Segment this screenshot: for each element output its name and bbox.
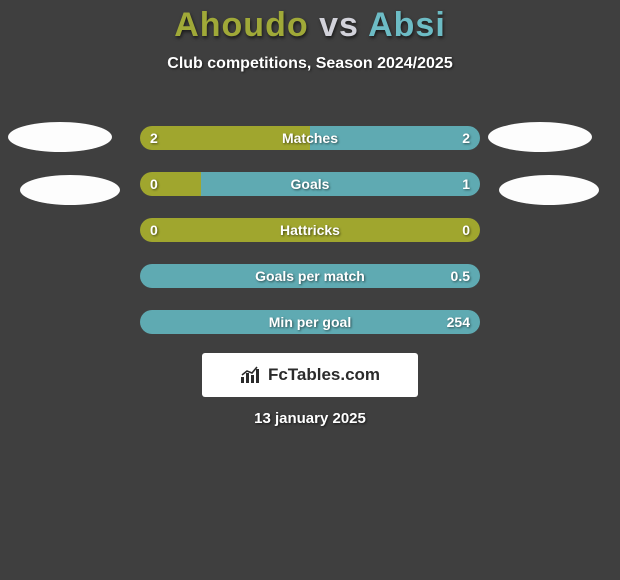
vs-text: vs bbox=[319, 6, 359, 44]
date-text: 13 january 2025 bbox=[0, 410, 620, 427]
stat-bar: 254Min per goal bbox=[140, 310, 480, 334]
stat-value-left bbox=[140, 310, 160, 334]
stat-bar: 00Hattricks bbox=[140, 218, 480, 242]
stat-bar: 0.5Goals per match bbox=[140, 264, 480, 288]
stat-value-right: 254 bbox=[437, 310, 480, 334]
brand-text: FcTables.com bbox=[268, 365, 380, 385]
page-title: Ahoudo vs Absi bbox=[0, 0, 620, 45]
player-b-name: Absi bbox=[368, 6, 446, 44]
stat-bar: 22Matches bbox=[140, 126, 480, 150]
player-b-photo-2 bbox=[499, 175, 599, 205]
player-a-photo-1 bbox=[8, 122, 112, 152]
stat-bar-fill-right bbox=[140, 310, 480, 334]
brand-badge: FcTables.com bbox=[202, 353, 418, 397]
subtitle: Club competitions, Season 2024/2025 bbox=[0, 55, 620, 73]
player-a-name: Ahoudo bbox=[174, 6, 308, 44]
stat-value-left: 2 bbox=[140, 126, 168, 150]
player-a-photo-2 bbox=[20, 175, 120, 205]
stat-value-left: 0 bbox=[140, 172, 168, 196]
stats-bars: 22Matches01Goals00Hattricks0.5Goals per … bbox=[140, 126, 480, 356]
brand-chart-icon bbox=[240, 366, 262, 384]
stat-value-left: 0 bbox=[140, 218, 168, 242]
player-b-photo-1 bbox=[488, 122, 592, 152]
stat-bar-fill-left bbox=[140, 218, 480, 242]
stat-bar-fill-right bbox=[201, 172, 480, 196]
stat-value-right: 1 bbox=[452, 172, 480, 196]
content: Ahoudo vs Absi Club competitions, Season… bbox=[0, 0, 620, 580]
stat-value-right: 2 bbox=[452, 126, 480, 150]
stat-value-left bbox=[140, 264, 160, 288]
stat-value-right: 0 bbox=[452, 218, 480, 242]
stat-value-right: 0.5 bbox=[441, 264, 480, 288]
stat-bar-fill-right bbox=[140, 264, 480, 288]
stat-bar: 01Goals bbox=[140, 172, 480, 196]
